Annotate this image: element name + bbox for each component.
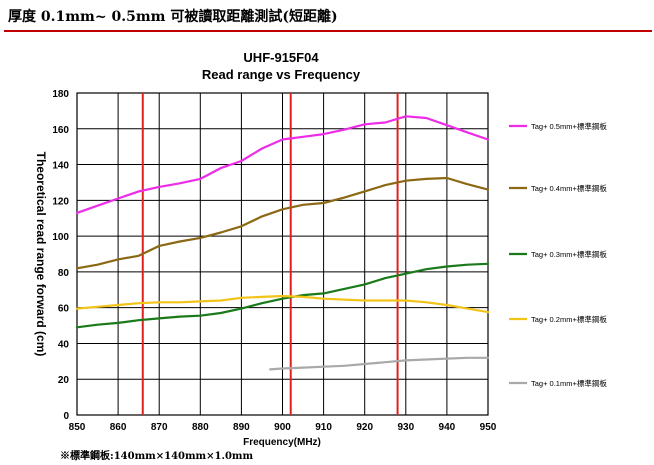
y-tick-label-100: 100 — [52, 232, 69, 243]
y-tick-label-80: 80 — [58, 268, 70, 279]
series-line-4 — [75, 294, 490, 314]
legend-label-1: Tag+ 0.5mm+標準鋼板 — [531, 121, 607, 131]
x-tick-label-910: 910 — [315, 422, 332, 433]
x-tick-label-920: 920 — [356, 422, 373, 433]
y-tick-label-60: 60 — [58, 304, 70, 315]
y-tick-label-160: 160 — [52, 125, 69, 136]
x-tick-label-870: 870 — [151, 422, 168, 433]
y-tick-label-180: 180 — [52, 89, 69, 100]
x-tick-label-890: 890 — [233, 422, 250, 433]
series-line-5 — [269, 356, 490, 371]
page-heading: 厚度 0.1mm~ 0.5mm 可被讀取距離測試(短距離) — [8, 9, 338, 25]
chart-title: UHF-915F04 — [243, 50, 319, 65]
x-tick-label-850: 850 — [69, 422, 86, 433]
plot-border — [76, 92, 489, 416]
series-line-1 — [75, 115, 490, 214]
x-axis-label: Frequency(MHz) — [243, 437, 321, 448]
series-line-2 — [75, 176, 490, 270]
legend-label-2: Tag+ 0.4mm+標準鋼板 — [531, 183, 607, 193]
y-tick-label-20: 20 — [58, 375, 70, 386]
y-tick-label-0: 0 — [63, 411, 69, 422]
x-tick-label-930: 930 — [397, 422, 414, 433]
y-tick-label-140: 140 — [52, 161, 69, 172]
chart-subtitle: Read range vs Frequency — [202, 67, 361, 82]
y-tick-label-40: 40 — [58, 339, 70, 350]
x-tick-label-950: 950 — [480, 422, 497, 433]
heading-divider — [4, 30, 652, 32]
legend-label-4: Tag+ 0.2mm+標準鋼板 — [531, 314, 607, 324]
legend-label-3: Tag+ 0.3mm+標準鋼板 — [531, 249, 607, 259]
footnote: ※標準鋼板:140mm×140mm×1.0mm — [60, 451, 254, 462]
x-tick-label-860: 860 — [110, 422, 127, 433]
legend-label-5: Tag+ 0.1mm+標準鋼板 — [531, 378, 607, 388]
x-tick-label-880: 880 — [192, 422, 209, 433]
x-tick-label-900: 900 — [274, 422, 291, 433]
x-tick-label-940: 940 — [439, 422, 456, 433]
y-tick-label-120: 120 — [52, 196, 69, 207]
series-line-3 — [75, 262, 490, 329]
y-axis-label: Theoretical read range forward (cm) — [34, 152, 48, 357]
